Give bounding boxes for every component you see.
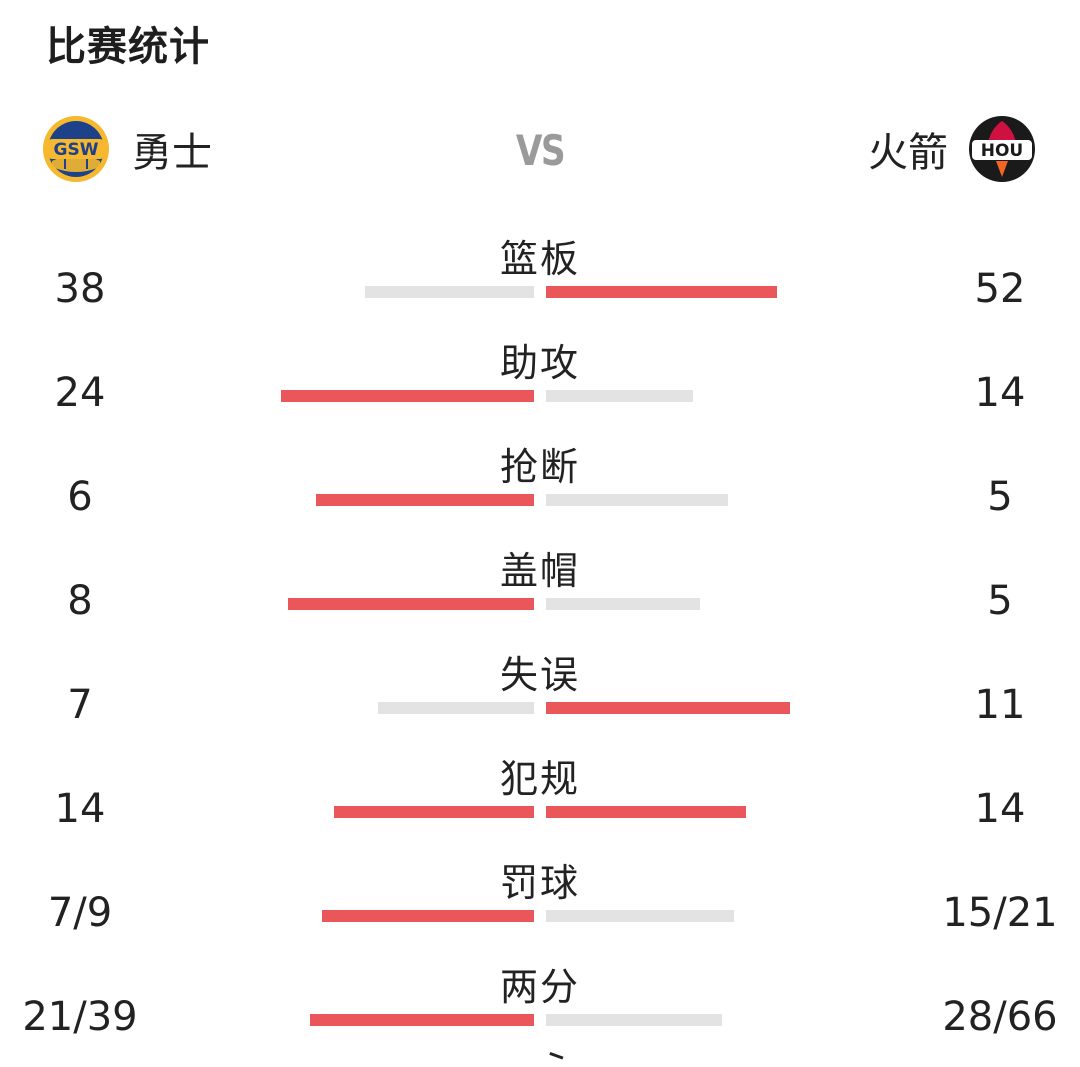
away-team-name: 火箭	[868, 130, 948, 176]
stat-row: 罚球 7/9 15/21	[0, 846, 1080, 950]
gsw-logo-icon: GSW	[42, 115, 110, 183]
hou-logo-icon: HOU	[968, 115, 1036, 183]
away-stat-value: 28/66	[942, 994, 1058, 1040]
home-stat-bar	[316, 494, 534, 506]
home-team-name: 勇士	[132, 130, 212, 176]
partial-label-glyph	[546, 1051, 564, 1067]
stat-label: 篮板	[499, 237, 580, 281]
away-stat-bar	[546, 806, 746, 818]
away-stat-bar	[546, 598, 700, 610]
home-stat-bar	[310, 1014, 534, 1026]
home-stat-value: 38	[54, 266, 106, 312]
home-stat-bar	[378, 702, 534, 714]
away-stat-bar	[546, 286, 777, 298]
stat-label: 犯规	[499, 757, 580, 801]
home-stat-bar	[365, 286, 534, 298]
home-stat-value: 21/39	[22, 994, 138, 1040]
away-stat-value: 11	[974, 682, 1026, 728]
home-stat-value: 14	[54, 786, 106, 832]
home-stat-bar	[281, 390, 534, 402]
stat-label: 罚球	[499, 861, 580, 905]
away-stat-value: 15/21	[942, 890, 1058, 936]
svg-text:GSW: GSW	[54, 140, 99, 160]
away-stat-value: 14	[974, 786, 1026, 832]
stat-row: 助攻 24 14	[0, 326, 1080, 430]
away-stat-bar	[546, 702, 790, 714]
away-stat-bar	[546, 910, 734, 922]
home-stat-bar	[322, 910, 534, 922]
stat-row: 失误 7 11	[0, 638, 1080, 742]
stat-label: 两分	[499, 965, 580, 1009]
svg-text:HOU: HOU	[981, 141, 1023, 161]
home-stat-value: 7	[67, 682, 93, 728]
stat-row: 犯规 14 14	[0, 742, 1080, 846]
home-stat-value: 8	[67, 578, 93, 624]
home-team[interactable]: GSW 勇士	[42, 114, 212, 184]
page-title: 比赛统计	[46, 24, 210, 70]
stat-row: 两分 21/39 28/66	[0, 950, 1080, 1054]
home-stat-value: 6	[67, 474, 93, 520]
stat-row: 抢断 6 5	[0, 430, 1080, 534]
away-stat-value: 5	[987, 578, 1013, 624]
vs-label: VS	[515, 126, 566, 175]
away-stat-value: 5	[987, 474, 1013, 520]
home-stat-bar	[334, 806, 534, 818]
stat-label: 盖帽	[499, 549, 580, 593]
away-stat-value: 52	[974, 266, 1026, 312]
away-stat-bar	[546, 1014, 722, 1026]
away-team[interactable]: 火箭 HOU	[868, 114, 1036, 184]
away-stat-bar	[546, 494, 728, 506]
stat-label: 助攻	[499, 341, 580, 385]
home-stat-value: 7/9	[47, 890, 113, 936]
stat-row: 篮板 38 52	[0, 222, 1080, 326]
away-stat-bar	[546, 390, 693, 402]
home-stat-value: 24	[54, 370, 106, 416]
away-stat-value: 14	[974, 370, 1026, 416]
stat-label: 抢断	[499, 445, 580, 489]
home-stat-bar	[288, 598, 534, 610]
stat-row: 盖帽 8 5	[0, 534, 1080, 638]
stat-label: 失误	[499, 653, 580, 697]
stats-list: 篮板 38 52 助攻 24 14 抢断 6 5 盖帽 8 5 失误 7 11 犯规 14 14 罚球 7/9 15/2…	[0, 222, 1080, 1054]
